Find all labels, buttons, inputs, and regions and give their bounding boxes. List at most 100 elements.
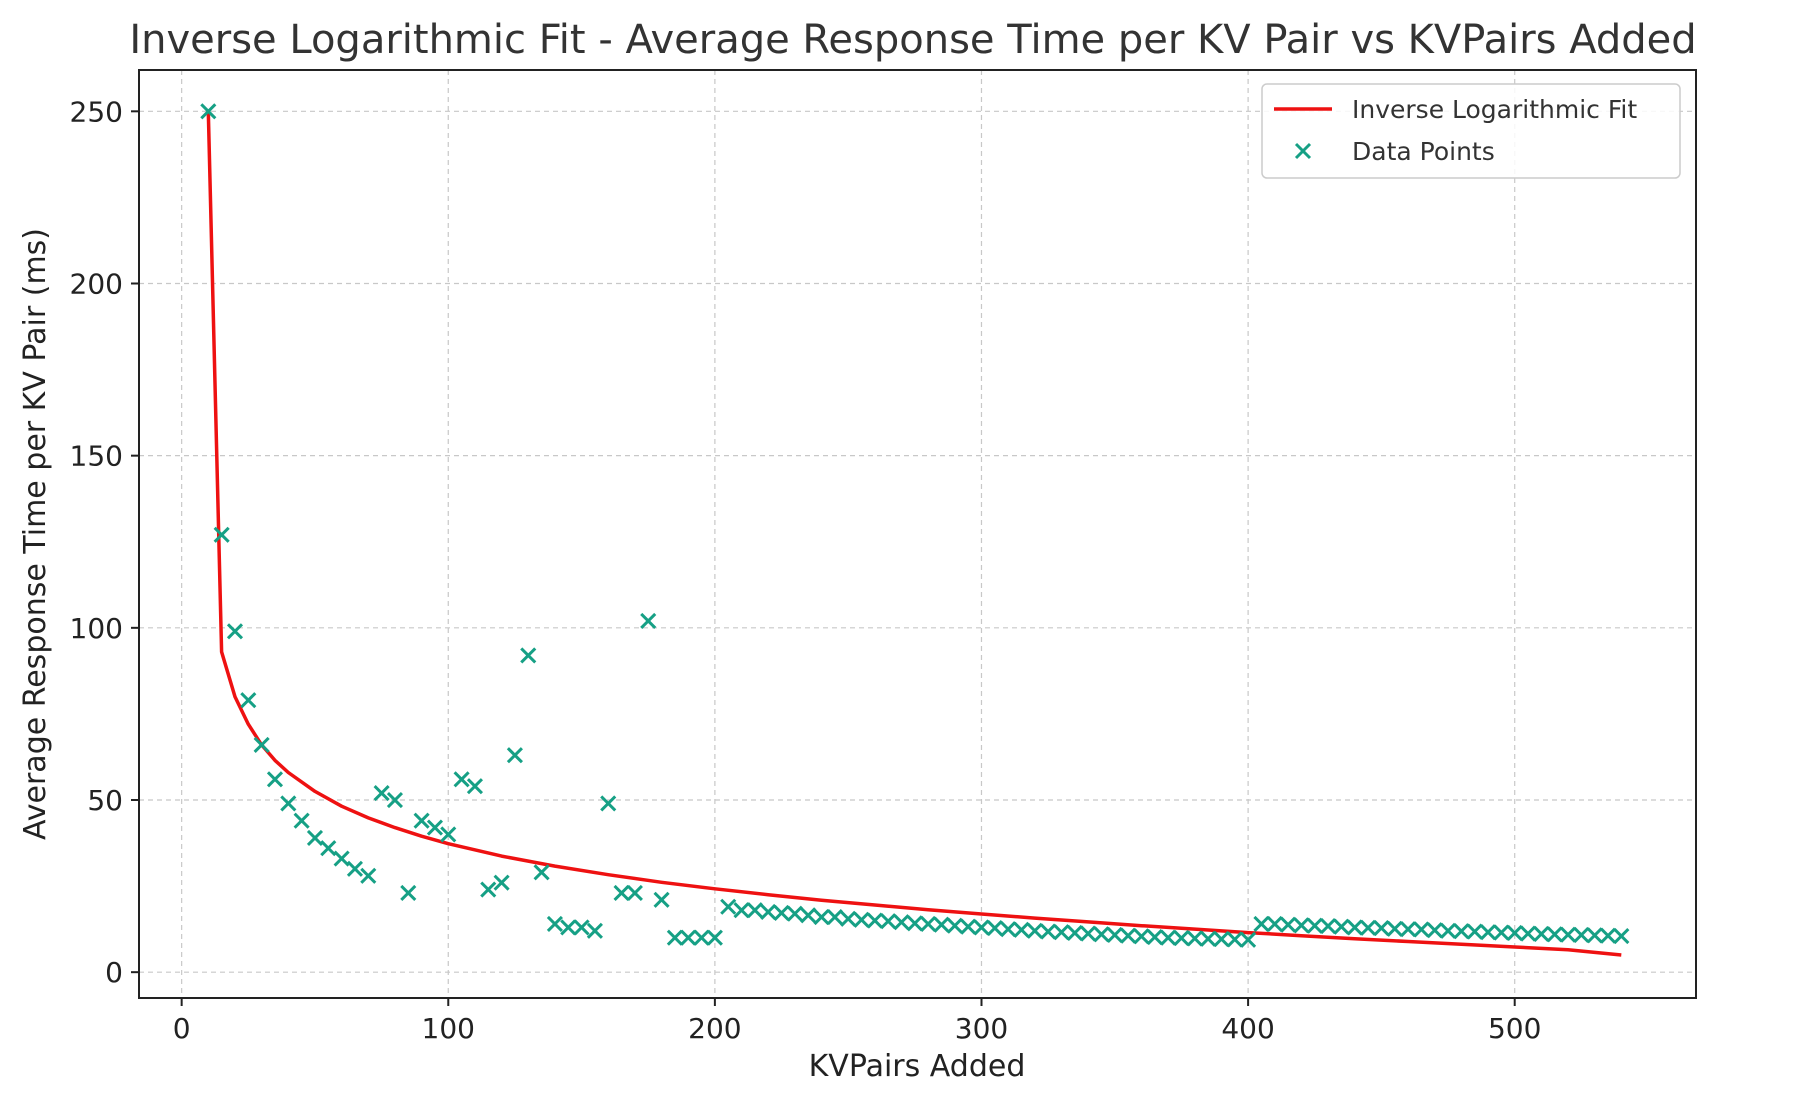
x-tick-label: 100: [422, 1012, 475, 1045]
plot-area-frame: [138, 69, 1697, 999]
data-point: [1133, 928, 1150, 945]
x-axis-ticks: 0 100 200 300 400 500: [173, 998, 1541, 1045]
data-point: [1439, 922, 1457, 939]
x-tick-label: 0: [173, 1012, 191, 1045]
data-point: [640, 612, 657, 630]
data-point: [1093, 926, 1110, 943]
legend-point-marker: [1294, 142, 1312, 160]
data-point: [493, 874, 510, 891]
data-point: [533, 864, 550, 881]
data-point: [733, 902, 750, 919]
data-point: [1106, 926, 1123, 944]
data-point: [520, 647, 537, 664]
data-point: [346, 860, 364, 877]
data-point: [1240, 931, 1257, 948]
data-point: [1533, 925, 1550, 943]
data-point: [1519, 925, 1537, 942]
data-point: [1506, 924, 1523, 941]
data-point: [1466, 923, 1483, 940]
data-point: [1573, 926, 1590, 944]
data-point: [573, 919, 590, 936]
chart-title: Inverse Logarithmic Fit - Average Respon…: [129, 17, 1696, 63]
data-point: [1186, 930, 1203, 947]
data-point: [653, 891, 670, 908]
data-point: [1613, 927, 1630, 945]
data-point: [706, 929, 723, 946]
data-point: [253, 736, 270, 753]
data-point: [546, 915, 563, 933]
data-point: [680, 929, 697, 946]
data-point: [960, 918, 977, 935]
data-point: [306, 829, 324, 846]
data-points-series: [200, 103, 1630, 948]
data-point: [760, 903, 777, 920]
data-point: [1559, 926, 1577, 943]
data-point: [213, 526, 230, 543]
legend: Inverse Logarithmic Fit Data Points: [1261, 83, 1681, 179]
data-point: [1160, 929, 1177, 946]
data-point: [813, 909, 830, 926]
y-axis-label: Average Response Time per KV Pair (ms): [18, 228, 53, 840]
data-point: [1213, 931, 1230, 948]
data-point: [1226, 931, 1243, 948]
data-point: [400, 884, 417, 902]
y-tick-label: 0: [105, 956, 123, 989]
data-point: [586, 922, 603, 939]
data-point: [786, 905, 803, 922]
legend-box: [1261, 83, 1681, 179]
data-point: [866, 912, 883, 929]
data-point: [920, 915, 937, 933]
data-point: [1400, 921, 1417, 938]
data-point: [1586, 927, 1603, 944]
grid-lines: [139, 70, 1696, 998]
data-point: [333, 850, 350, 867]
data-point: [1493, 924, 1510, 941]
data-point: [613, 884, 630, 902]
x-tick-label: 400: [1221, 1012, 1274, 1045]
data-point: [1200, 930, 1217, 947]
data-point: [1066, 924, 1083, 941]
data-point: [200, 103, 217, 120]
data-point: [1479, 924, 1497, 941]
data-point: [933, 916, 950, 933]
data-point: [693, 929, 710, 946]
data-point: [626, 884, 643, 902]
fit-line: [206, 111, 1622, 957]
x-tick-label: 500: [1488, 1012, 1541, 1045]
data-point: [240, 692, 257, 709]
data-point: [1173, 930, 1190, 947]
data-point: [426, 819, 443, 836]
data-point: [1026, 922, 1043, 939]
data-point: [1013, 921, 1030, 938]
data-point: [1280, 916, 1297, 933]
data-point: [226, 623, 244, 640]
y-tick-label: 50: [87, 784, 123, 817]
x-tick-label: 200: [688, 1012, 741, 1045]
data-point: [413, 812, 430, 829]
data-point: [906, 915, 923, 932]
y-tick-label: 150: [70, 440, 123, 473]
data-point: [1373, 920, 1390, 937]
data-point: [440, 826, 457, 843]
data-point: [1599, 927, 1617, 944]
data-point: [666, 929, 683, 946]
data-point: [800, 907, 817, 924]
data-point: [1306, 917, 1323, 934]
data-point: [1053, 924, 1070, 941]
data-point: [986, 920, 1003, 937]
data-point: [773, 904, 790, 922]
data-point: [266, 771, 284, 788]
data-point: [1293, 917, 1310, 934]
data-point: [466, 778, 483, 795]
data-point: [293, 812, 310, 829]
legend-points-label: Data Points: [1352, 137, 1495, 166]
data-point: [720, 898, 737, 915]
y-tick-label: 200: [70, 267, 123, 300]
fit-series: [206, 111, 1622, 957]
data-point: [560, 919, 577, 936]
data-point: [946, 917, 963, 934]
y-axis-ticks: 0 50 100 150 200 250: [70, 95, 139, 989]
data-point: [1413, 921, 1430, 938]
